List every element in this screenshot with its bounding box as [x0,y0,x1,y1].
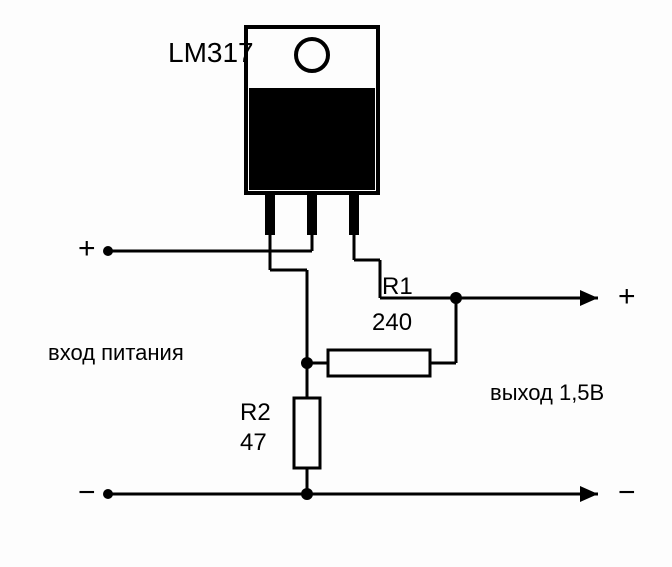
output-label: выход 1,5В [490,380,604,405]
output-minus-sign: − [618,476,636,509]
ic-label: LM317 [168,37,254,68]
r2-component [294,363,320,494]
r1-name: R1 [382,273,413,300]
input-label: вход питания [48,340,184,365]
r2-name: R2 [240,399,271,426]
lm317-package [246,27,378,235]
input-plus-sign: + [78,232,96,265]
minus-rail [103,486,598,502]
output-plus-sign: + [618,280,636,313]
adj-wire [270,235,307,363]
input-minus-sign: − [78,476,96,509]
r2-value: 47 [240,429,267,456]
input-plus-rail [103,235,312,256]
r1-value: 240 [372,309,412,336]
